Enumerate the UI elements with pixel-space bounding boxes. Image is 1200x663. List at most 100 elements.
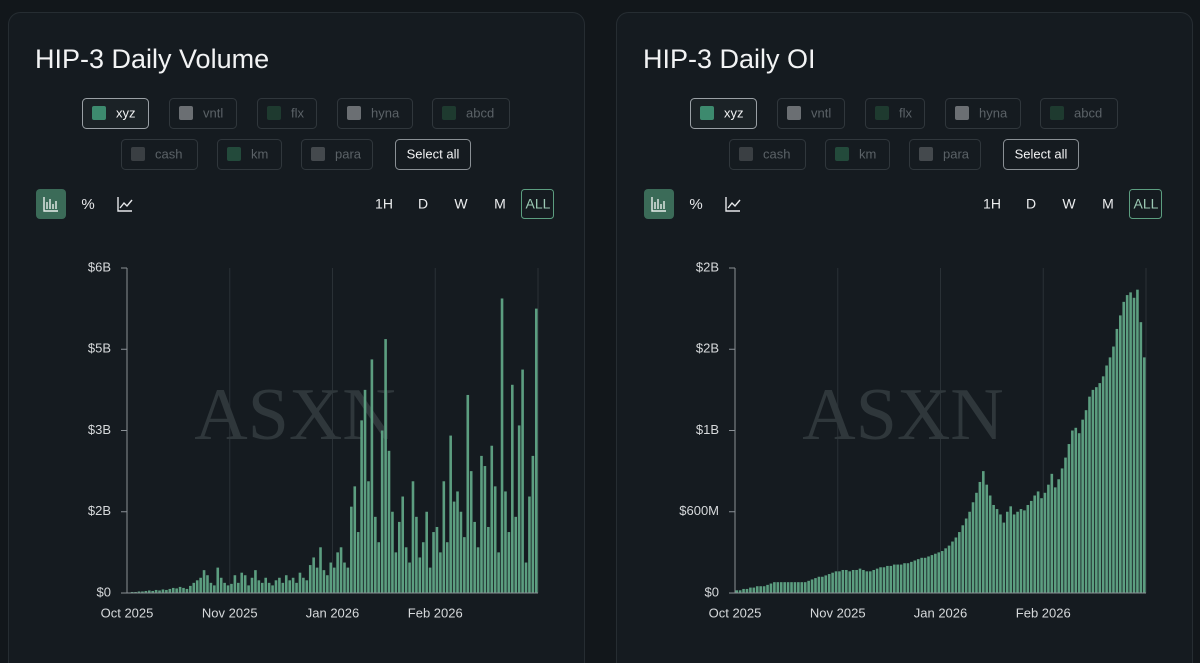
select-all-button[interactable] — [395, 139, 471, 170]
bar — [459, 511, 463, 593]
filter-swatch — [700, 106, 714, 120]
bar — [216, 567, 220, 593]
bar — [814, 578, 817, 593]
bar — [144, 590, 148, 593]
timeframe-button[interactable]: ALL — [526, 196, 551, 212]
bar — [237, 582, 240, 593]
bar — [930, 555, 934, 593]
bar — [958, 532, 961, 593]
timeframe-active — [1129, 189, 1162, 219]
filter-swatch — [311, 147, 325, 161]
bar — [192, 582, 196, 593]
timeframe-button[interactable]: 1H — [983, 196, 1001, 212]
bar — [363, 389, 367, 593]
bar — [807, 580, 810, 593]
timeframe-button[interactable]: M — [494, 196, 506, 212]
percent-toggle[interactable]: % — [81, 196, 94, 213]
bar — [1043, 492, 1047, 593]
bar — [350, 506, 353, 593]
bar — [147, 590, 151, 593]
bar — [745, 588, 749, 593]
timeframe-button[interactable]: D — [418, 196, 428, 212]
bar — [517, 425, 521, 593]
bar — [1012, 514, 1016, 593]
bar — [233, 575, 237, 593]
bar — [1119, 315, 1122, 593]
line-view-icon[interactable] — [725, 197, 741, 212]
bar — [500, 298, 504, 593]
bar — [243, 575, 247, 593]
bar — [910, 561, 913, 593]
bar — [879, 567, 882, 593]
bar — [1091, 389, 1095, 593]
bar — [274, 580, 278, 593]
bar — [158, 590, 161, 593]
bar — [790, 582, 793, 593]
bar — [1023, 510, 1026, 593]
bar — [999, 514, 1002, 593]
bar — [534, 308, 538, 593]
bar — [783, 582, 786, 593]
bar — [1112, 346, 1115, 593]
bar — [1074, 427, 1078, 593]
bar — [435, 526, 439, 593]
filter-swatch — [787, 106, 801, 120]
chart-title: HIP-3 Daily OI — [643, 44, 816, 74]
bar — [377, 542, 381, 593]
x-tick-label: Nov 2025 — [810, 605, 866, 620]
bar — [151, 590, 154, 593]
filter-chip[interactable] — [865, 98, 925, 129]
bar — [971, 502, 975, 593]
percent-toggle[interactable]: % — [689, 196, 702, 213]
timeframe-button[interactable]: D — [1026, 196, 1036, 212]
bar — [209, 582, 213, 593]
bar — [824, 575, 828, 593]
filter-label: vntl — [811, 105, 831, 120]
bar — [267, 582, 271, 593]
filter-swatch — [442, 106, 456, 120]
y-tick-label: $1B — [696, 422, 719, 437]
line-view-icon[interactable] — [117, 197, 133, 212]
bar — [851, 569, 855, 593]
bar — [480, 455, 483, 593]
bar — [882, 567, 886, 593]
timeframe-button[interactable]: 1H — [375, 196, 393, 212]
bar — [524, 562, 528, 593]
bar — [786, 582, 790, 593]
bar — [308, 565, 312, 593]
bar — [226, 585, 230, 593]
bar — [934, 553, 937, 593]
timeframe-button[interactable]: W — [454, 196, 468, 212]
bar — [449, 435, 452, 593]
filter-swatch — [179, 106, 193, 120]
bar — [202, 570, 206, 593]
timeframe-button[interactable]: ALL — [1134, 196, 1159, 212]
bar — [1057, 479, 1060, 593]
bar — [1036, 491, 1040, 593]
filter-chip[interactable] — [257, 98, 317, 129]
bar-view-button[interactable] — [36, 189, 66, 219]
filter-label: vntl — [203, 105, 223, 120]
bar — [254, 570, 257, 593]
bar-icon — [43, 197, 58, 212]
bar — [404, 547, 408, 593]
bar — [374, 516, 377, 593]
bar — [171, 587, 175, 593]
bar — [284, 575, 288, 593]
bar — [872, 569, 876, 593]
filter-label: para — [335, 146, 362, 161]
bar — [401, 496, 405, 593]
timeframe-button[interactable]: M — [1102, 196, 1114, 212]
bar — [927, 556, 930, 593]
bar — [511, 384, 514, 593]
bar — [291, 577, 295, 593]
bar-view-button[interactable] — [644, 189, 674, 219]
bar — [776, 582, 780, 593]
bar — [185, 588, 189, 593]
bar — [899, 564, 903, 593]
timeframe-button[interactable]: W — [1062, 196, 1076, 212]
select-all-button[interactable] — [1003, 139, 1079, 170]
bar — [428, 567, 432, 593]
select-all-label: Select all — [1015, 146, 1068, 161]
bar — [1081, 419, 1084, 593]
